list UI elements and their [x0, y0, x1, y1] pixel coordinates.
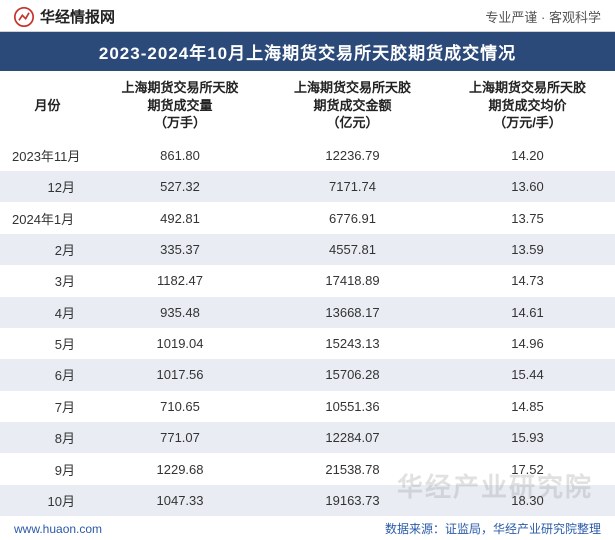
table-row: 2023年11月861.8012236.7914.20: [0, 140, 615, 171]
cell-avg: 18.30: [440, 485, 615, 516]
cell-month: 2月: [0, 234, 95, 265]
cell-avg: 14.96: [440, 328, 615, 359]
cell-avg: 14.85: [440, 391, 615, 422]
cell-volume: 1229.68: [95, 453, 265, 484]
col-header-avg: 上海期货交易所天胶 期货成交均价 （万元/手）: [440, 71, 615, 140]
cell-amount: 4557.81: [265, 234, 440, 265]
cell-volume: 861.80: [95, 140, 265, 171]
cell-amount: 15706.28: [265, 359, 440, 390]
cell-amount: 12284.07: [265, 422, 440, 453]
cell-volume: 492.81: [95, 202, 265, 233]
cell-month: 6月: [0, 359, 95, 390]
cell-volume: 771.07: [95, 422, 265, 453]
cell-avg: 13.60: [440, 171, 615, 202]
table-row: 8月771.0712284.0715.93: [0, 422, 615, 453]
cell-month: 10月: [0, 485, 95, 516]
footer-url: www.huaon.com: [14, 522, 102, 536]
cell-amount: 15243.13: [265, 328, 440, 359]
cell-volume: 527.32: [95, 171, 265, 202]
col-header-amount: 上海期货交易所天胶 期货成交金额 （亿元）: [265, 71, 440, 140]
table-header-row: 月份 上海期货交易所天胶 期货成交量 （万手） 上海期货交易所天胶 期货成交金额…: [0, 71, 615, 140]
logo: 华经情报网: [14, 6, 115, 27]
cell-month: 12月: [0, 171, 95, 202]
table-row: 9月1229.6821538.7817.52: [0, 453, 615, 484]
table-row: 5月1019.0415243.1314.96: [0, 328, 615, 359]
cell-avg: 15.93: [440, 422, 615, 453]
cell-avg: 14.61: [440, 297, 615, 328]
data-table: 月份 上海期货交易所天胶 期货成交量 （万手） 上海期货交易所天胶 期货成交金额…: [0, 71, 615, 516]
slogan-sep: ·: [541, 10, 545, 25]
cell-avg: 13.75: [440, 202, 615, 233]
cell-month: 5月: [0, 328, 95, 359]
slogan: 专业严谨 · 客观科学: [485, 7, 601, 26]
table-row: 10月1047.3319163.7318.30: [0, 485, 615, 516]
cell-amount: 10551.36: [265, 391, 440, 422]
cell-volume: 335.37: [95, 234, 265, 265]
cell-volume: 935.48: [95, 297, 265, 328]
table-row: 3月1182.4717418.8914.73: [0, 265, 615, 296]
cell-avg: 15.44: [440, 359, 615, 390]
cell-amount: 17418.89: [265, 265, 440, 296]
cell-avg: 13.59: [440, 234, 615, 265]
table-body: 2023年11月861.8012236.7914.2012月527.327171…: [0, 140, 615, 517]
cell-amount: 13668.17: [265, 297, 440, 328]
footer-source: 数据来源：证监局，华经产业研究院整理: [385, 520, 601, 537]
page-header: 华经情报网 专业严谨 · 客观科学: [0, 0, 615, 32]
logo-text: 华经情报网: [40, 6, 115, 27]
table-row: 12月527.327171.7413.60: [0, 171, 615, 202]
cell-month: 3月: [0, 265, 95, 296]
cell-volume: 710.65: [95, 391, 265, 422]
cell-month: 2024年1月: [0, 202, 95, 233]
cell-month: 8月: [0, 422, 95, 453]
cell-avg: 17.52: [440, 453, 615, 484]
cell-month: 4月: [0, 297, 95, 328]
cell-volume: 1182.47: [95, 265, 265, 296]
cell-volume: 1047.33: [95, 485, 265, 516]
cell-month: 2023年11月: [0, 140, 95, 171]
cell-amount: 12236.79: [265, 140, 440, 171]
cell-month: 7月: [0, 391, 95, 422]
table-row: 2月335.374557.8113.59: [0, 234, 615, 265]
table-row: 7月710.6510551.3614.85: [0, 391, 615, 422]
table-title: 2023-2024年10月上海期货交易所天胶期货成交情况: [0, 32, 615, 71]
table-row: 6月1017.5615706.2815.44: [0, 359, 615, 390]
cell-volume: 1019.04: [95, 328, 265, 359]
slogan-left: 专业严谨: [485, 10, 537, 25]
footer: www.huaon.com 数据来源：证监局，华经产业研究院整理: [0, 516, 615, 537]
slogan-right: 客观科学: [549, 10, 601, 25]
cell-month: 9月: [0, 453, 95, 484]
table-row: 4月935.4813668.1714.61: [0, 297, 615, 328]
col-header-volume: 上海期货交易所天胶 期货成交量 （万手）: [95, 71, 265, 140]
cell-volume: 1017.56: [95, 359, 265, 390]
cell-amount: 7171.74: [265, 171, 440, 202]
cell-avg: 14.73: [440, 265, 615, 296]
logo-icon: [14, 7, 34, 27]
cell-amount: 21538.78: [265, 453, 440, 484]
cell-amount: 6776.91: [265, 202, 440, 233]
table-row: 2024年1月492.816776.9113.75: [0, 202, 615, 233]
col-header-month: 月份: [0, 71, 95, 140]
cell-amount: 19163.73: [265, 485, 440, 516]
cell-avg: 14.20: [440, 140, 615, 171]
